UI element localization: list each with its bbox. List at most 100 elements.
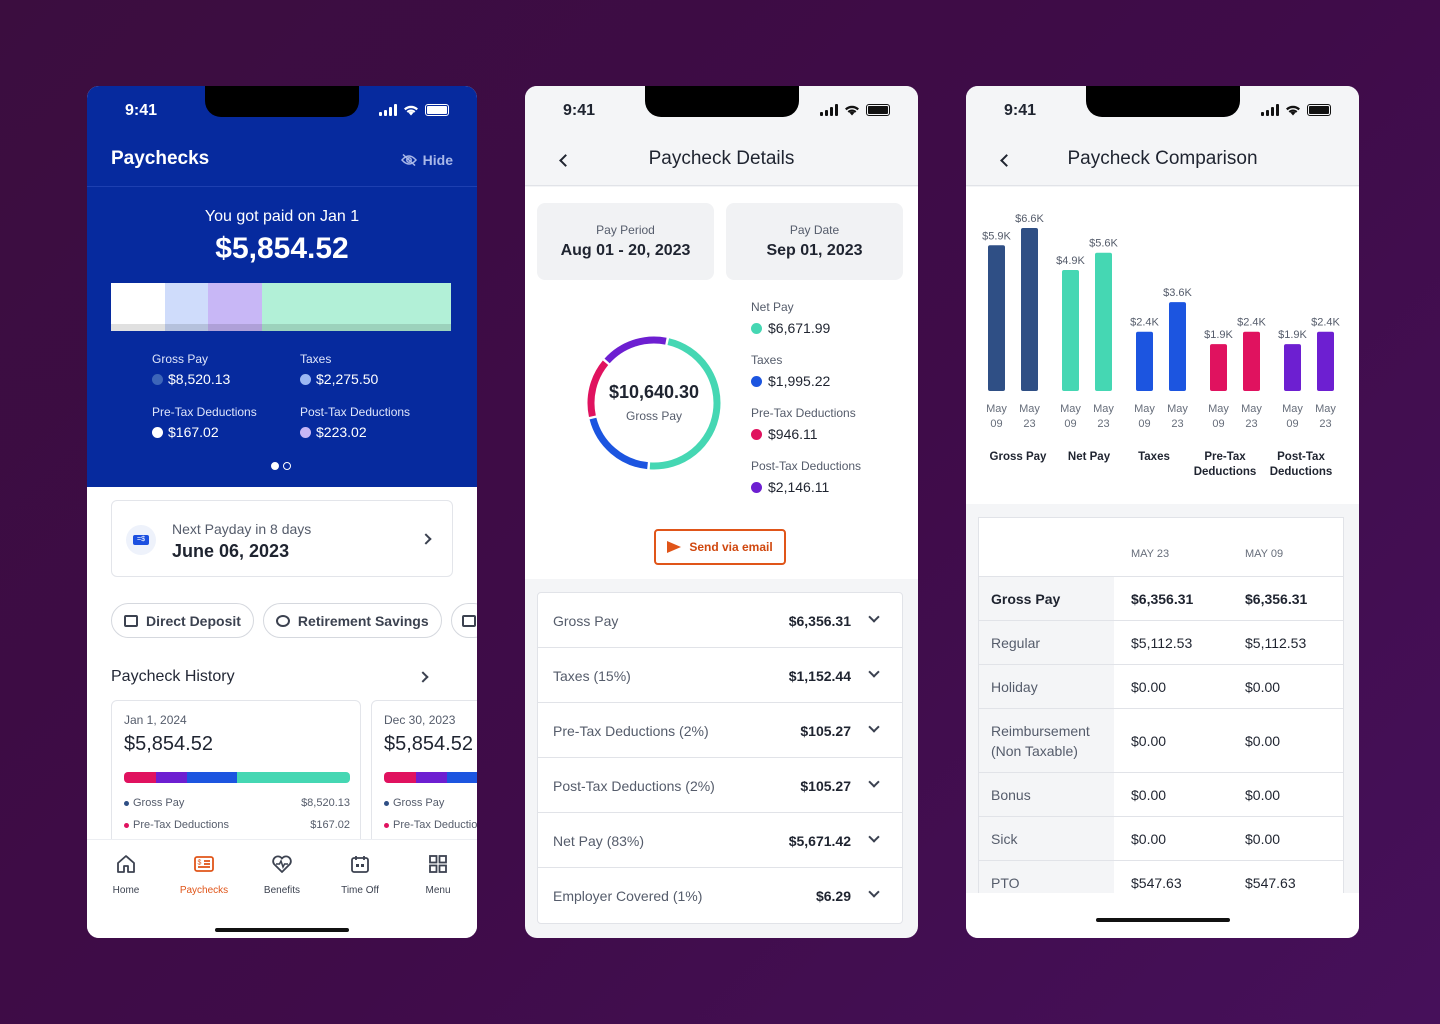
pager-dot-active[interactable] xyxy=(271,462,279,470)
legend-item: Net Pay $6,671.99 xyxy=(751,300,861,336)
legend-color-dot xyxy=(300,373,311,385)
bar-value-label: $2.4K xyxy=(1130,317,1159,329)
breakdown-row[interactable]: Gross Pay $6,356.31 xyxy=(538,593,902,648)
paycheck-history-title: Paycheck History xyxy=(111,668,235,685)
tab-label: Menu xyxy=(425,885,451,896)
tab-paychecks[interactable]: $ Paychecks xyxy=(169,854,239,896)
table-cell-may-23: $6,356.31 xyxy=(1131,590,1194,607)
next-payday-card[interactable]: =$ Next Payday in 8 days June 06, 2023 xyxy=(111,500,453,577)
category-tick-label: 23 xyxy=(1097,418,1109,430)
header-divider xyxy=(87,186,477,187)
legend-value-row: $2,275.50 xyxy=(300,371,448,387)
send-icon xyxy=(667,541,682,553)
tab-home[interactable]: Home xyxy=(91,854,161,896)
breakdown-label: Post-Tax Deductions (2%) xyxy=(553,778,715,794)
history-row: Gross Pay$8,520.13 xyxy=(384,797,477,809)
donut-slice-post-tax-deductions xyxy=(604,336,667,364)
paycheck-history-chevron-icon[interactable] xyxy=(417,671,429,683)
table-cell-may-09: $6,356.31 xyxy=(1245,590,1308,607)
hide-button[interactable]: Hide xyxy=(400,152,453,168)
table-row: Holiday $0.00 $0.00 xyxy=(979,665,1343,709)
paycheck-history-card[interactable]: Jan 1, 2024 $5,854.52 Gross Pay $8,520.13 Pr… xyxy=(111,700,361,860)
history-row: Gross Pay $8,520.13 xyxy=(124,797,350,809)
more-chip[interactable] xyxy=(450,603,477,638)
breakdown-label: Taxes (15%) xyxy=(553,668,631,684)
table-cell-may-23: $0.00 xyxy=(1131,732,1167,749)
pager-dot[interactable] xyxy=(283,462,291,470)
next-payday-date: June 06, 2023 xyxy=(172,541,290,561)
page-title: Paycheck Details xyxy=(648,148,795,169)
history-row-value: $8,520.13 xyxy=(301,797,350,809)
table-row: Regular $5,112.53 $5,112.53 xyxy=(979,621,1343,665)
tab-benefits[interactable]: Benefits xyxy=(247,854,317,896)
table-cell-may-23: $0.00 xyxy=(1131,786,1167,803)
coins-icon xyxy=(275,614,290,627)
comparison-chart-panel: $5.9K May 09 $6.6K May 23 Gross Pay $4.9K May 09 $… xyxy=(966,187,1359,504)
eye-off-icon xyxy=(400,154,417,166)
status-time: 9:41 xyxy=(125,102,158,119)
legend-item: Gross Pay $8,520.13 xyxy=(152,352,300,387)
gross-pay-donut-chart xyxy=(587,336,721,470)
retirement-savings-chip[interactable]: Retirement Savings xyxy=(262,603,442,638)
legend-color-dot xyxy=(152,426,163,438)
history-bar-segment xyxy=(155,772,188,783)
wifi-icon xyxy=(845,105,859,116)
legend-label: Gross Pay xyxy=(152,352,209,366)
legend-item: Post-Tax Deductions $223.02 xyxy=(300,405,448,440)
paycheck-icon: $ xyxy=(194,856,214,872)
bar-gross-pay-1 xyxy=(1021,228,1038,391)
chip-label: Retirement Savings xyxy=(297,612,429,629)
device-notch xyxy=(1085,86,1240,117)
paychecks-screen: 9:41 Paychecks Hide You got paid on Jan … xyxy=(87,86,477,938)
heart-pulse-icon xyxy=(272,855,292,873)
donut-center: $10,640.30 Gross Pay xyxy=(583,382,725,423)
bar-value-label: $1.9K xyxy=(1204,329,1233,341)
table-cell-may-23: $547.63 xyxy=(1131,874,1182,891)
bar-post-tax-deductions-1 xyxy=(1317,331,1334,391)
carousel-pager[interactable] xyxy=(271,462,291,470)
category-tick-label: 09 xyxy=(990,418,1002,430)
breakdown-row[interactable]: Taxes (15%) $1,152.44 xyxy=(538,648,902,703)
tab-time-off[interactable]: Time Off xyxy=(325,854,395,896)
history-row: Pre-Tax Deductions$167.02 xyxy=(384,819,477,831)
battery-icon xyxy=(1307,104,1331,116)
bar-value-label: $5.9K xyxy=(982,230,1011,242)
history-row-label: Gross Pay xyxy=(133,797,185,809)
tab-menu[interactable]: Menu xyxy=(403,854,473,896)
breakdown-row[interactable]: Post-Tax Deductions (2%) $105.27 xyxy=(538,758,902,813)
category-tick-label: 23 xyxy=(1245,418,1257,430)
breakdown-row[interactable]: Net Pay (83%) $5,671.42 xyxy=(538,813,902,868)
battery-icon xyxy=(866,104,890,116)
breakdown-segment-net xyxy=(262,283,451,331)
battery-icon xyxy=(425,104,449,116)
direct-deposit-chip[interactable]: Direct Deposit xyxy=(111,603,254,638)
table-row: Gross Pay $6,356.31 $6,356.31 xyxy=(979,577,1343,621)
legend-label: Net Pay xyxy=(751,300,794,314)
paycheck-amount: $5,854.52 xyxy=(215,232,349,265)
category-tick-label: May xyxy=(1019,403,1040,415)
legend-color-dot xyxy=(751,375,762,387)
paycheck-history-card[interactable]: Dec 30, 2023 $5,854.52 Gross Pay$8,520.13 P… xyxy=(371,700,477,860)
breakdown-row[interactable]: Pre-Tax Deductions (2%) $105.27 xyxy=(538,703,902,758)
history-row: Pre-Tax Deductions$167.02 xyxy=(124,819,350,831)
legend-item: Post-Tax Deductions $2,146.11 xyxy=(751,459,861,495)
bar-value-label: $5.6K xyxy=(1089,238,1118,250)
group-label: Deductions xyxy=(1270,466,1333,478)
legend-value: $167.02 xyxy=(168,424,219,440)
legend-label: Pre-Tax Deductions xyxy=(152,405,257,419)
history-bar-segment xyxy=(187,772,237,783)
legend-value-row: $167.02 xyxy=(152,424,300,440)
legend-label: Post-Tax Deductions xyxy=(300,405,411,419)
bar-post-tax-deductions-0 xyxy=(1284,344,1301,391)
donut-slice-taxes xyxy=(589,417,648,470)
history-row-label-wrap: Pre-Tax Deductions xyxy=(124,819,229,831)
paycheck-summary-panel: 9:41 Paychecks Hide You got paid on Jan … xyxy=(87,86,477,487)
breakdown-row[interactable]: Employer Covered (1%) $6.29 xyxy=(538,868,902,923)
category-tick-label: 23 xyxy=(1023,418,1035,430)
send-via-email-button[interactable]: Send via email xyxy=(654,529,786,565)
table-header-empty xyxy=(979,518,1114,576)
table-row: Sick $0.00 $0.00 xyxy=(979,817,1343,861)
legend-label: Post-Tax Deductions xyxy=(751,459,862,473)
category-tick-label: May xyxy=(1315,403,1336,415)
history-row-dot xyxy=(124,800,129,806)
